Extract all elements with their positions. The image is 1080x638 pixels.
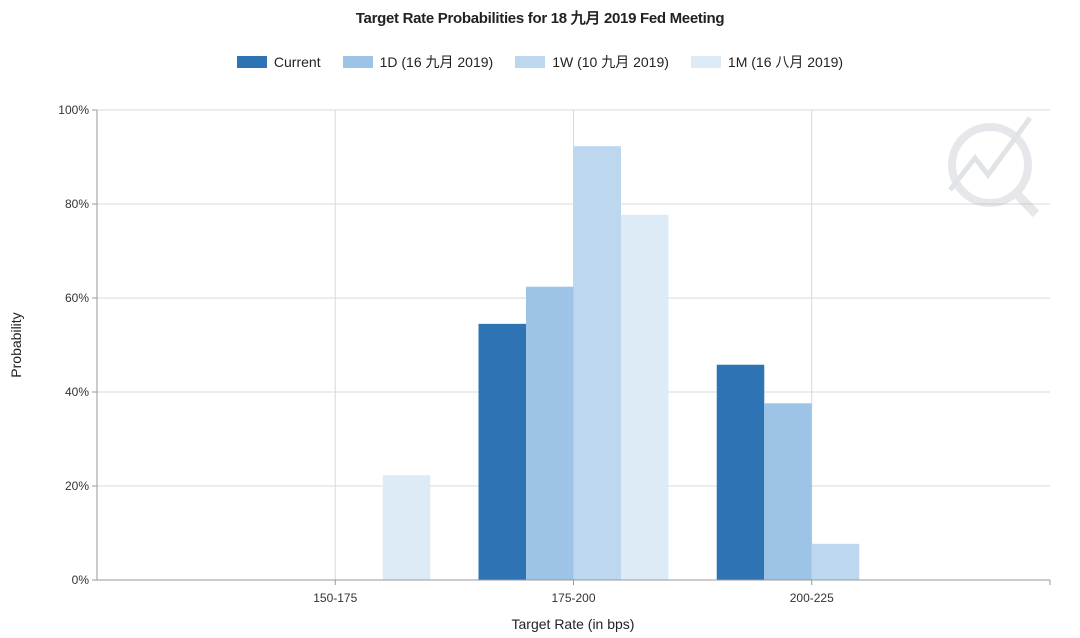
- bars: [382, 146, 860, 580]
- legend-label-1d: 1D (16 九月 2019): [379, 54, 494, 70]
- bar-175-200-1: [526, 286, 574, 580]
- bar-175-200-3: [621, 214, 669, 580]
- bar-175-200-0: [478, 323, 526, 580]
- x-tick-label: 175-200: [551, 591, 595, 605]
- y-tick-label: 60%: [65, 291, 89, 305]
- legend-swatch-1m: [690, 56, 721, 68]
- legend-item-current[interactable]: Current: [236, 52, 321, 72]
- axes: [92, 109, 1051, 585]
- legend-item-1d[interactable]: 1D (16 九月 2019): [342, 52, 494, 72]
- legend-item-1w[interactable]: 1W (10 九月 2019): [515, 52, 669, 72]
- legend-swatch-1d: [342, 56, 373, 68]
- watermark-logo-icon: [948, 116, 1040, 218]
- legend-swatch-1w: [515, 56, 546, 68]
- y-tick-label: 0%: [72, 573, 90, 587]
- legend-item-1m[interactable]: 1M (16 八月 2019): [690, 52, 844, 72]
- x-tick-label: 150-175: [313, 591, 357, 605]
- y-tick-labels: 0% 20% 40% 60% 80% 100%: [58, 103, 89, 587]
- y-tick-label: 80%: [65, 197, 89, 211]
- chart-title: Target Rate Probabilities for 18 九月 2019…: [355, 10, 725, 27]
- bar-200-225-1: [764, 403, 812, 580]
- legend-swatch-current: [236, 56, 267, 68]
- legend-label-1m: 1M (16 八月 2019): [727, 54, 844, 70]
- x-tick-label: 200-225: [790, 591, 834, 605]
- bar-200-225-0: [716, 364, 765, 580]
- x-axis-title: Target Rate (in bps): [512, 616, 635, 632]
- bar-175-200-2: [573, 146, 621, 580]
- bar-150-175-3: [382, 475, 431, 580]
- legend: Current 1D (16 九月 2019) 1W (10 九月 2019) …: [0, 52, 1080, 72]
- legend-label-1w: 1W (10 九月 2019): [552, 54, 669, 70]
- y-tick-label: 100%: [58, 103, 89, 117]
- legend-label-current: Current: [273, 54, 321, 70]
- y-tick-label: 40%: [65, 385, 89, 399]
- x-tick-labels: 150-175 175-200 200-225: [313, 591, 834, 605]
- y-tick-label: 20%: [65, 479, 89, 493]
- bar-200-225-2: [811, 543, 860, 580]
